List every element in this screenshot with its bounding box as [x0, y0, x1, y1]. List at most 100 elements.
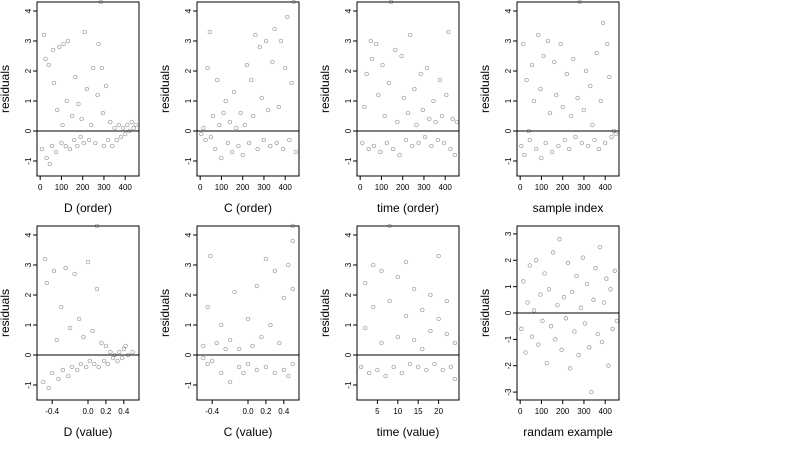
- data-point: [558, 41, 563, 47]
- y-tick-label: 1: [504, 98, 513, 103]
- x-tick-label: 100: [535, 183, 549, 192]
- y-tick-label: 2: [24, 68, 33, 73]
- y-tick-label: 3: [184, 38, 193, 43]
- data-point: [452, 376, 458, 382]
- data-point: [564, 71, 570, 77]
- x-tick-label: 400: [599, 183, 613, 192]
- data-point: [538, 86, 543, 92]
- data-point: [289, 80, 294, 86]
- data-point: [43, 56, 48, 62]
- data-point: [376, 92, 381, 98]
- data-point: [57, 44, 62, 50]
- data-point: [363, 325, 368, 331]
- x-tick-label: 300: [417, 183, 431, 192]
- y-tick-label: 4: [344, 8, 353, 13]
- data-point: [85, 259, 91, 265]
- data-point: [249, 77, 254, 83]
- data-points: [519, 237, 620, 395]
- data-point: [246, 140, 252, 146]
- data-point: [227, 119, 233, 125]
- data-point: [362, 104, 367, 110]
- data-point: [407, 361, 413, 367]
- y-tick-label: 4: [24, 232, 33, 237]
- data-point: [53, 149, 59, 155]
- data-point: [399, 370, 405, 376]
- data-point: [268, 143, 273, 149]
- data-point: [583, 68, 589, 74]
- data-point: [201, 355, 206, 361]
- data-point: [94, 286, 100, 292]
- data-point: [286, 373, 291, 379]
- data-point: [384, 140, 389, 146]
- data-point: [527, 263, 532, 268]
- x-tick-label: 400: [599, 407, 613, 416]
- data-point: [574, 273, 579, 279]
- data-point: [613, 131, 618, 137]
- data-point: [403, 137, 409, 143]
- data-point: [123, 343, 128, 349]
- data-point: [378, 149, 383, 155]
- data-point: [410, 143, 415, 149]
- data-point: [436, 316, 441, 322]
- y-tick-label: 3: [24, 38, 33, 43]
- data-point: [452, 340, 458, 346]
- data-point: [47, 161, 52, 167]
- y-tick-label: 1: [184, 98, 193, 103]
- data-point: [242, 122, 247, 128]
- y-tick-label: 1: [504, 284, 513, 289]
- x-tick-label: 100: [535, 407, 549, 416]
- data-point: [571, 56, 576, 62]
- data-point: [589, 389, 594, 395]
- x-axis-label: sample index: [533, 201, 604, 215]
- data-point: [217, 122, 222, 128]
- x-tick-label: 300: [97, 183, 111, 192]
- data-point: [609, 134, 614, 140]
- data-point: [519, 143, 524, 149]
- y-tick-label: 4: [24, 8, 33, 13]
- data-point: [399, 53, 404, 59]
- scatter-panel-3: 0 100 200 300 400 -1 0 1 2 3 4 time (order) residual…: [318, 0, 460, 215]
- data-point: [594, 50, 599, 56]
- x-tick-label: 0: [518, 407, 523, 416]
- data-point: [407, 32, 413, 38]
- y-tick-label: -1: [344, 157, 353, 165]
- data-point: [448, 146, 453, 152]
- data-point: [205, 304, 210, 310]
- data-point: [240, 152, 245, 158]
- data-point: [536, 32, 541, 38]
- data-point: [450, 116, 455, 122]
- plot-frame: [196, 225, 300, 401]
- data-point: [578, 305, 583, 310]
- data-point: [612, 268, 617, 273]
- data-point: [250, 343, 255, 349]
- data-point: [373, 41, 379, 47]
- data-point: [272, 268, 277, 274]
- data-point: [81, 140, 86, 146]
- data-point: [39, 146, 45, 152]
- data-point: [208, 134, 213, 140]
- data-point: [67, 146, 73, 152]
- data-point: [234, 125, 239, 131]
- y-tick-label: -1: [344, 381, 353, 389]
- data-point: [114, 137, 119, 143]
- data-point: [595, 331, 600, 337]
- data-point: [99, 65, 104, 71]
- data-point: [538, 292, 543, 297]
- y-tick-label: -1: [504, 157, 513, 165]
- data-point: [549, 149, 555, 155]
- plot-frame: [356, 1, 460, 177]
- data-point: [586, 143, 591, 149]
- data-point: [546, 287, 552, 292]
- data-point: [431, 98, 436, 104]
- data-point: [605, 41, 610, 47]
- data-point: [411, 286, 417, 292]
- data-point: [427, 116, 432, 122]
- data-point: [542, 271, 547, 276]
- y-axis-label: residuals: [158, 289, 172, 337]
- scatter-panel-5: -0.4 0.0 0.2 0.4 -1 0 1 2 3 4 D (value) residuals: [0, 223, 140, 439]
- data-point: [277, 340, 282, 346]
- y-tick-label: 1: [24, 98, 33, 103]
- data-point: [254, 367, 260, 373]
- data-point: [253, 32, 258, 38]
- data-point: [601, 300, 607, 305]
